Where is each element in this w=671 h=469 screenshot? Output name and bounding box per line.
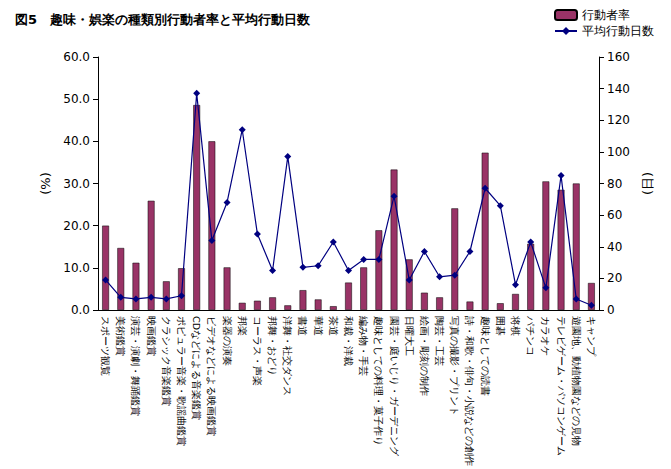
svg-text:(日): (日) bbox=[640, 172, 655, 195]
svg-text:CDなどによる音楽鑑賞: CDなどによる音楽鑑賞 bbox=[191, 316, 202, 420]
svg-text:60.0: 60.0 bbox=[63, 50, 90, 64]
svg-text:趣味としての料理・菓子作り: 趣味としての料理・菓子作り bbox=[373, 316, 384, 446]
svg-text:50.0: 50.0 bbox=[63, 92, 90, 106]
svg-text:平均行動日数: 平均行動日数 bbox=[582, 24, 654, 38]
svg-text:80: 80 bbox=[607, 177, 622, 191]
svg-text:テレビゲーム・パソコンゲーム: テレビゲーム・パソコンゲーム bbox=[556, 316, 567, 456]
svg-text:20: 20 bbox=[607, 271, 622, 285]
svg-text:キャンプ: キャンプ bbox=[586, 316, 597, 357]
svg-text:40: 40 bbox=[607, 240, 622, 254]
svg-text:演芸・演劇・舞踊鑑賞: 演芸・演劇・舞踊鑑賞 bbox=[130, 316, 141, 416]
svg-text:囲碁: 囲碁 bbox=[495, 316, 506, 336]
svg-text:邦舞・おどり: 邦舞・おどり bbox=[267, 316, 278, 376]
svg-text:20.0: 20.0 bbox=[63, 219, 90, 233]
svg-text:30.0: 30.0 bbox=[63, 177, 90, 191]
svg-text:美術鑑賞: 美術鑑賞 bbox=[115, 316, 126, 356]
svg-text:書道: 書道 bbox=[297, 316, 308, 336]
svg-text:10.0: 10.0 bbox=[63, 261, 90, 275]
svg-text:洋舞・社交ダンス: 洋舞・社交ダンス bbox=[282, 316, 293, 396]
svg-text:カラオケ: カラオケ bbox=[540, 316, 551, 356]
svg-text:詩・和歌・俳句・小説などの創作: 詩・和歌・俳句・小説などの創作 bbox=[464, 316, 475, 466]
svg-text:パチンコ: パチンコ bbox=[525, 315, 536, 356]
svg-text:絵画・彫刻の制作: 絵画・彫刻の制作 bbox=[419, 315, 430, 396]
svg-text:60: 60 bbox=[607, 208, 622, 222]
svg-text:楽器の演奏: 楽器の演奏 bbox=[222, 316, 233, 366]
svg-text:将棋: 将棋 bbox=[510, 315, 521, 336]
svg-text:160: 160 bbox=[607, 50, 630, 64]
svg-text:スポーツ観覧: スポーツ観覧 bbox=[100, 316, 111, 376]
svg-text:和裁・洋裁: 和裁・洋裁 bbox=[343, 316, 354, 366]
svg-text:茶道: 茶道 bbox=[328, 316, 339, 336]
svg-text:編み物・手芸: 編み物・手芸 bbox=[358, 315, 369, 376]
svg-text:0.0: 0.0 bbox=[71, 303, 90, 317]
svg-text:コーラス・声楽: コーラス・声楽 bbox=[252, 316, 263, 386]
svg-text:遊園地、動植物園などの見物: 遊園地、動植物園などの見物 bbox=[571, 316, 582, 446]
svg-text:100: 100 bbox=[607, 145, 630, 159]
svg-text:映画鑑賞: 映画鑑賞 bbox=[146, 316, 157, 356]
svg-text:邦楽: 邦楽 bbox=[237, 316, 248, 336]
svg-text:ポピュラー音楽・歌謡曲鑑賞: ポピュラー音楽・歌謡曲鑑賞 bbox=[176, 316, 187, 446]
svg-text:クラシック音楽鑑賞: クラシック音楽鑑賞 bbox=[161, 316, 172, 406]
svg-text:(%): (%) bbox=[38, 172, 53, 195]
svg-text:華道: 華道 bbox=[313, 316, 324, 336]
svg-text:40.0: 40.0 bbox=[63, 134, 90, 148]
svg-text:140: 140 bbox=[607, 82, 630, 96]
svg-text:ビデオなどによる映画鑑賞: ビデオなどによる映画鑑賞 bbox=[206, 316, 217, 436]
svg-text:120: 120 bbox=[607, 113, 630, 127]
svg-text:園芸・庭いじり・ガーデニング: 園芸・庭いじり・ガーデニング bbox=[389, 316, 400, 457]
svg-text:行動者率: 行動者率 bbox=[582, 8, 630, 22]
svg-text:趣味としての読書: 趣味としての読書 bbox=[480, 316, 491, 396]
svg-text:日曜大工: 日曜大工 bbox=[404, 316, 415, 356]
svg-text:図5 趣味・娯楽の種類別行動者率と平均行動日数: 図5 趣味・娯楽の種類別行動者率と平均行動日数 bbox=[15, 12, 311, 27]
svg-text:写真の撮影・プリント: 写真の撮影・プリント bbox=[449, 316, 460, 416]
svg-text:陶芸・工芸: 陶芸・工芸 bbox=[434, 316, 445, 366]
svg-text:0: 0 bbox=[607, 303, 615, 317]
